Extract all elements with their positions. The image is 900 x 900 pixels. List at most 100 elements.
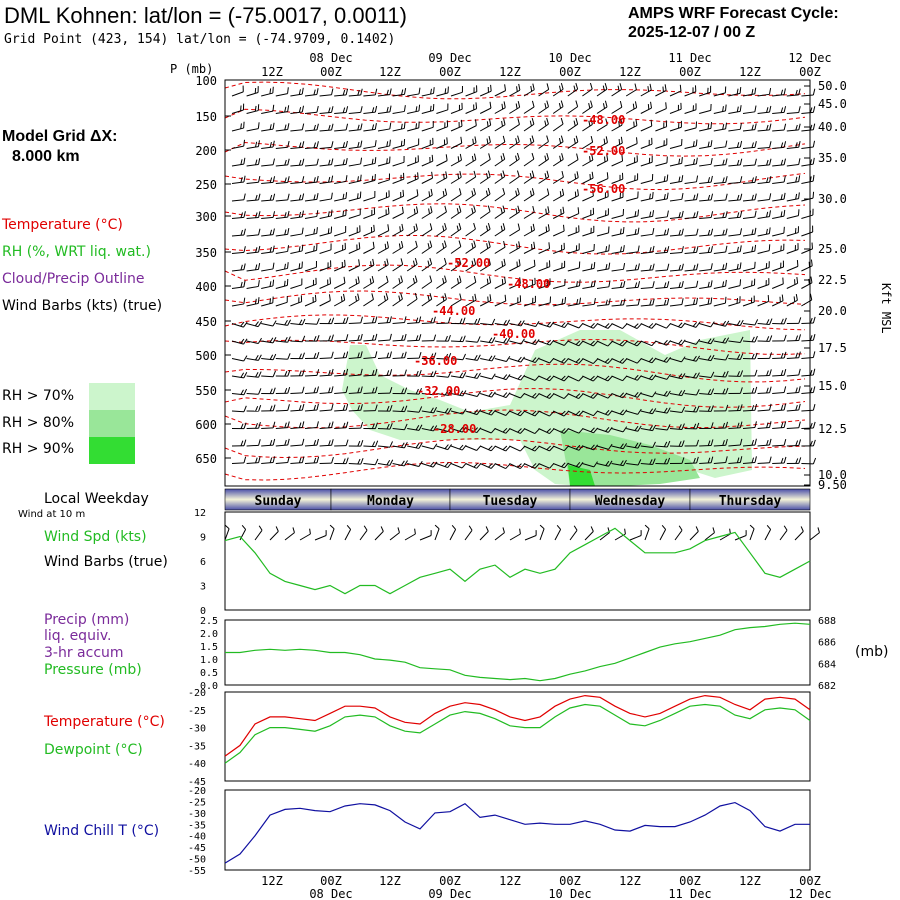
barb-flag [605, 118, 608, 125]
barb-shaft [786, 427, 799, 429]
barb-shaft [684, 234, 697, 237]
wind-barb [596, 154, 609, 167]
barb-shaft [509, 141, 520, 149]
wind-barb [334, 158, 348, 167]
wind-barb [728, 158, 743, 167]
barb-shaft [494, 323, 507, 326]
barb-flag [313, 440, 317, 446]
barb-flag [287, 228, 290, 235]
wind-barb [611, 136, 623, 149]
barb-flag [328, 176, 331, 183]
barb-flag [707, 194, 711, 201]
barb-shaft [377, 298, 389, 307]
kft-tick-label: 25.0 [818, 242, 847, 256]
barb-shaft [626, 197, 638, 202]
barb-flag [812, 403, 816, 411]
barb-shaft [246, 340, 259, 345]
wind-barb [538, 463, 555, 469]
barb-shaft [333, 282, 346, 289]
barb-flag [722, 388, 726, 394]
barb-flag [707, 123, 710, 130]
wind-barb [523, 223, 535, 237]
bottom-date-label: 12 Dec [788, 887, 831, 900]
barb-flag [388, 173, 390, 180]
barb-flag [471, 260, 474, 267]
barb-flag [578, 376, 584, 382]
barb-shaft [319, 391, 332, 394]
barb-flag [663, 407, 668, 413]
wind-barb [334, 421, 349, 429]
barb-flag [328, 318, 332, 324]
barb-shaft [655, 410, 668, 414]
barb-shaft [801, 197, 814, 202]
wind-barb [304, 277, 317, 289]
barb-flag [637, 245, 640, 252]
barb-flag [287, 456, 290, 463]
barb-shaft [421, 143, 434, 149]
barb-shaft [655, 144, 667, 149]
barb-flag [404, 405, 408, 412]
wind-barb [539, 524, 545, 541]
wind-barb [655, 246, 670, 254]
barb-flag [681, 457, 685, 464]
barb-shaft [567, 106, 578, 114]
barb-shaft [669, 198, 682, 202]
barb-flag [634, 425, 639, 431]
barb-flag [591, 153, 594, 161]
barb-shaft [494, 246, 506, 254]
barb-flag [573, 85, 576, 91]
wind-barb [436, 389, 452, 396]
barb-flag [518, 259, 521, 266]
barb-shaft [582, 358, 594, 365]
barb-flag [549, 445, 555, 452]
barb-flag [532, 205, 535, 213]
barb-flag [399, 226, 401, 232]
barb-shaft [509, 375, 521, 381]
barb-flag [269, 457, 273, 463]
barb-flag [516, 152, 520, 160]
barb-flag [457, 173, 460, 179]
barb-shaft [284, 532, 295, 541]
barb-shaft [406, 178, 419, 184]
barb-flag [401, 206, 404, 214]
y-tick-label: 1.0 [200, 655, 218, 666]
barb-flag [316, 193, 319, 200]
barb-shaft [392, 229, 404, 237]
barb-shaft [246, 302, 259, 307]
wind-barb [713, 456, 728, 464]
wind-barb [299, 528, 311, 541]
barb-shaft [465, 323, 478, 325]
barb-flag [549, 321, 555, 328]
wind-barb [275, 295, 288, 307]
contour-label: -36.00 [414, 354, 457, 368]
wind-barb [231, 193, 246, 202]
bottom-hour-label: 12Z [379, 874, 401, 888]
barb-shaft [275, 199, 288, 202]
wind-barb [772, 386, 787, 394]
barb-flag [258, 211, 261, 218]
barb-shaft [348, 265, 360, 272]
wind-barb [334, 439, 349, 447]
barb-shaft [377, 357, 391, 359]
kft-ticks: 50.045.040.035.030.025.022.520.017.515.0… [804, 79, 847, 492]
wind-barb [436, 223, 447, 237]
barb-flag [444, 335, 448, 342]
wind-barb [363, 190, 376, 202]
barb-flag [622, 459, 627, 466]
barb-shaft [450, 159, 462, 167]
barb-flag [360, 386, 363, 393]
contour-label: -28.00 [433, 422, 476, 436]
barb-shaft [231, 303, 244, 307]
barb-flag [644, 524, 650, 530]
barb-flag [768, 87, 772, 95]
barb-flag [766, 336, 770, 342]
barb-flag [287, 353, 291, 360]
contour-label: -44.00 [432, 304, 475, 318]
barb-shaft [363, 339, 376, 342]
barb-flag [647, 104, 650, 110]
barb-flag [725, 456, 728, 463]
barb-flag [634, 211, 637, 217]
wind-barb [436, 86, 449, 97]
barb-flag [621, 154, 624, 162]
wind-barb [290, 386, 305, 394]
